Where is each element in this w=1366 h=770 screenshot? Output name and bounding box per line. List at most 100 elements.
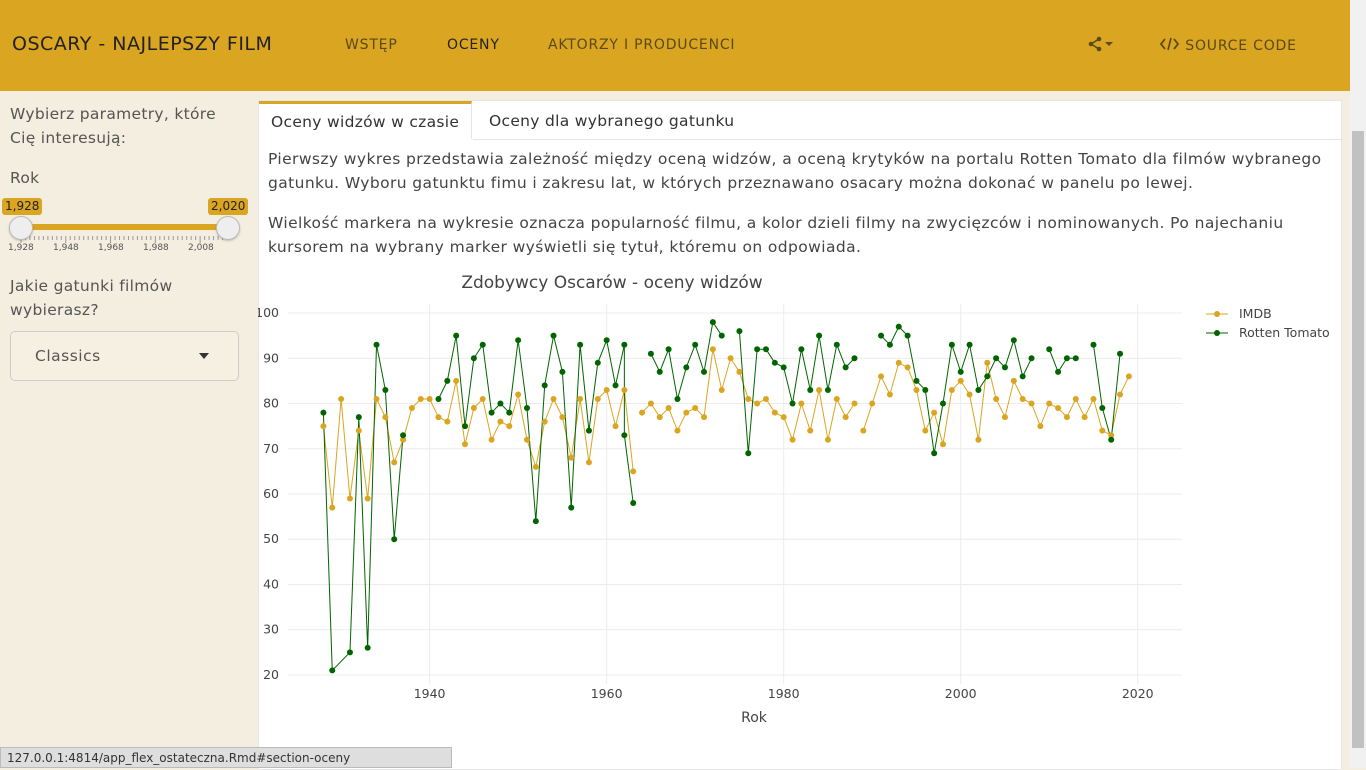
data-point-imdb[interactable] (382, 414, 389, 421)
data-point-imdb[interactable] (1117, 391, 1124, 398)
data-point-imdb[interactable] (320, 423, 327, 430)
data-point-rotten-tomato[interactable] (762, 346, 769, 353)
data-point-rotten-tomato[interactable] (621, 341, 628, 348)
data-point-imdb[interactable] (984, 359, 991, 366)
data-point-imdb[interactable] (940, 441, 947, 448)
data-point-imdb[interactable] (754, 400, 761, 407)
data-point-rotten-tomato[interactable] (532, 518, 539, 525)
data-point-imdb[interactable] (895, 359, 902, 366)
nav-link-aktorzy[interactable]: AKTORZY I PRODUCENCI (548, 37, 736, 53)
data-point-rotten-tomato[interactable] (400, 432, 407, 439)
data-point-imdb[interactable] (665, 405, 672, 412)
data-point-rotten-tomato[interactable] (940, 400, 947, 407)
data-point-imdb[interactable] (391, 459, 398, 466)
data-point-rotten-tomato[interactable] (1046, 346, 1053, 353)
data-point-rotten-tomato[interactable] (568, 504, 575, 511)
data-point-rotten-tomato[interactable] (931, 450, 938, 457)
data-point-imdb[interactable] (656, 414, 663, 421)
data-point-rotten-tomato[interactable] (798, 346, 805, 353)
slider-handle-max[interactable] (216, 216, 240, 240)
genre-select[interactable]: Classics (10, 331, 239, 381)
data-point-imdb[interactable] (948, 386, 955, 393)
data-point-rotten-tomato[interactable] (789, 400, 796, 407)
ratings-chart[interactable]: Zdobywcy Oscarów - oceny widzów 20 30 40 50… (258, 268, 1348, 738)
data-point-imdb[interactable] (975, 436, 982, 443)
data-point-imdb[interactable] (683, 409, 690, 416)
data-point-rotten-tomato[interactable] (1063, 355, 1070, 362)
data-point-rotten-tomato[interactable] (523, 405, 530, 412)
data-point-imdb[interactable] (993, 396, 1000, 402)
data-point-rotten-tomato[interactable] (683, 364, 690, 371)
data-point-rotten-tomato[interactable] (975, 386, 982, 393)
data-point-rotten-tomato[interactable] (1028, 355, 1035, 362)
data-point-rotten-tomato[interactable] (621, 432, 628, 439)
data-point-rotten-tomato[interactable] (603, 337, 610, 344)
data-point-rotten-tomato[interactable] (984, 373, 991, 380)
data-point-imdb[interactable] (1037, 423, 1044, 430)
data-point-imdb[interactable] (532, 463, 539, 470)
data-point-imdb[interactable] (1072, 396, 1079, 402)
data-point-imdb[interactable] (462, 441, 469, 448)
data-point-imdb[interactable] (550, 396, 557, 402)
data-point-imdb[interactable] (851, 400, 858, 407)
data-point-rotten-tomato[interactable] (904, 332, 911, 339)
data-point-imdb[interactable] (860, 427, 867, 434)
data-point-imdb[interactable] (329, 504, 336, 511)
data-point-imdb[interactable] (355, 427, 362, 434)
data-point-rotten-tomato[interactable] (1055, 368, 1062, 375)
data-point-imdb[interactable] (1001, 414, 1008, 421)
data-point-rotten-tomato[interactable] (497, 400, 504, 407)
year-slider-track[interactable] (20, 224, 228, 230)
data-point-imdb[interactable] (435, 414, 442, 421)
data-point-imdb[interactable] (922, 427, 929, 434)
data-point-rotten-tomato[interactable] (391, 536, 398, 543)
nav-link-oceny[interactable]: OCENY (447, 37, 500, 53)
data-point-rotten-tomato[interactable] (878, 332, 885, 339)
data-point-rotten-tomato[interactable] (1010, 337, 1017, 344)
data-point-rotten-tomato[interactable] (1090, 341, 1097, 348)
data-point-imdb[interactable] (1108, 432, 1115, 439)
data-point-imdb[interactable] (745, 396, 752, 402)
data-point-rotten-tomato[interactable] (435, 396, 442, 402)
data-point-imdb[interactable] (1063, 414, 1070, 421)
data-point-rotten-tomato[interactable] (1001, 364, 1008, 371)
data-point-imdb[interactable] (506, 423, 513, 430)
data-point-imdb[interactable] (1055, 405, 1062, 412)
data-point-imdb[interactable] (647, 400, 654, 407)
data-point-imdb[interactable] (789, 436, 796, 443)
data-point-rotten-tomato[interactable] (948, 341, 955, 348)
data-point-rotten-tomato[interactable] (364, 644, 371, 651)
data-point-imdb[interactable] (869, 400, 876, 407)
data-point-imdb[interactable] (612, 423, 619, 430)
data-point-rotten-tomato[interactable] (462, 423, 469, 430)
data-point-imdb[interactable] (1081, 414, 1088, 421)
data-point-rotten-tomato[interactable] (754, 346, 761, 353)
data-point-rotten-tomato[interactable] (550, 332, 557, 339)
data-point-imdb[interactable] (1010, 377, 1017, 384)
data-point-imdb[interactable] (523, 436, 530, 443)
data-point-rotten-tomato[interactable] (453, 332, 460, 339)
data-point-rotten-tomato[interactable] (594, 359, 601, 366)
data-point-imdb[interactable] (701, 414, 708, 421)
data-point-imdb[interactable] (1046, 400, 1053, 407)
data-point-rotten-tomato[interactable] (630, 500, 637, 507)
data-point-imdb[interactable] (568, 454, 575, 461)
data-point-imdb[interactable] (709, 346, 716, 353)
data-point-rotten-tomato[interactable] (736, 328, 743, 335)
data-point-imdb[interactable] (346, 495, 353, 502)
data-point-imdb[interactable] (585, 459, 592, 466)
data-point-rotten-tomato[interactable] (506, 409, 513, 416)
data-point-imdb[interactable] (833, 396, 840, 402)
data-point-imdb[interactable] (762, 396, 769, 402)
data-point-imdb[interactable] (736, 368, 743, 375)
share-menu-button[interactable] (1088, 36, 1114, 56)
data-point-imdb[interactable] (417, 396, 424, 402)
data-point-rotten-tomato[interactable] (470, 355, 477, 362)
data-point-rotten-tomato[interactable] (922, 386, 929, 393)
data-point-rotten-tomato[interactable] (559, 368, 566, 375)
data-point-rotten-tomato[interactable] (957, 368, 964, 375)
data-point-imdb[interactable] (1090, 396, 1097, 402)
data-point-rotten-tomato[interactable] (479, 341, 486, 348)
data-point-rotten-tomato[interactable] (966, 341, 973, 348)
data-point-imdb[interactable] (426, 396, 433, 402)
